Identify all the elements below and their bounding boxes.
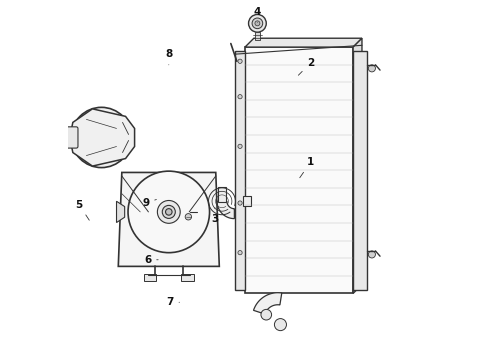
- Circle shape: [185, 213, 192, 220]
- Bar: [180, 208, 190, 220]
- Bar: [255, 32, 260, 40]
- Polygon shape: [70, 109, 135, 166]
- Circle shape: [166, 209, 172, 215]
- Circle shape: [368, 251, 375, 258]
- Polygon shape: [217, 201, 234, 219]
- Circle shape: [274, 319, 287, 330]
- Text: 3: 3: [211, 208, 219, 224]
- Polygon shape: [353, 38, 362, 293]
- Circle shape: [248, 14, 266, 32]
- Circle shape: [261, 309, 271, 320]
- Polygon shape: [245, 38, 362, 47]
- Text: 1: 1: [300, 157, 314, 178]
- Circle shape: [162, 205, 175, 219]
- Circle shape: [238, 144, 242, 148]
- Text: 6: 6: [144, 255, 158, 265]
- Polygon shape: [118, 172, 220, 266]
- Circle shape: [183, 198, 187, 203]
- Circle shape: [238, 251, 242, 255]
- Text: 8: 8: [165, 49, 172, 65]
- Circle shape: [98, 129, 115, 146]
- Bar: [353, 51, 367, 290]
- Text: 5: 5: [75, 200, 89, 220]
- Bar: [218, 187, 226, 202]
- Bar: [181, 274, 194, 280]
- Bar: [235, 51, 245, 290]
- Circle shape: [238, 59, 242, 63]
- Circle shape: [252, 18, 263, 29]
- Circle shape: [87, 118, 126, 157]
- Polygon shape: [166, 252, 172, 260]
- Bar: [196, 210, 202, 215]
- Bar: [245, 47, 353, 293]
- Circle shape: [103, 134, 110, 141]
- Bar: [243, 196, 251, 206]
- Polygon shape: [165, 242, 173, 252]
- Text: 7: 7: [166, 297, 179, 307]
- Bar: [182, 201, 188, 209]
- Circle shape: [255, 21, 260, 26]
- Circle shape: [93, 124, 121, 151]
- Text: 2: 2: [298, 58, 314, 75]
- Circle shape: [368, 65, 375, 72]
- Circle shape: [157, 201, 180, 223]
- Circle shape: [238, 95, 242, 99]
- Circle shape: [72, 107, 132, 168]
- Polygon shape: [253, 293, 282, 314]
- Text: 9: 9: [142, 198, 156, 208]
- Circle shape: [238, 201, 242, 205]
- Text: 4: 4: [254, 6, 261, 22]
- Polygon shape: [117, 201, 124, 222]
- FancyBboxPatch shape: [62, 127, 78, 148]
- Circle shape: [128, 171, 210, 253]
- Bar: [144, 274, 156, 280]
